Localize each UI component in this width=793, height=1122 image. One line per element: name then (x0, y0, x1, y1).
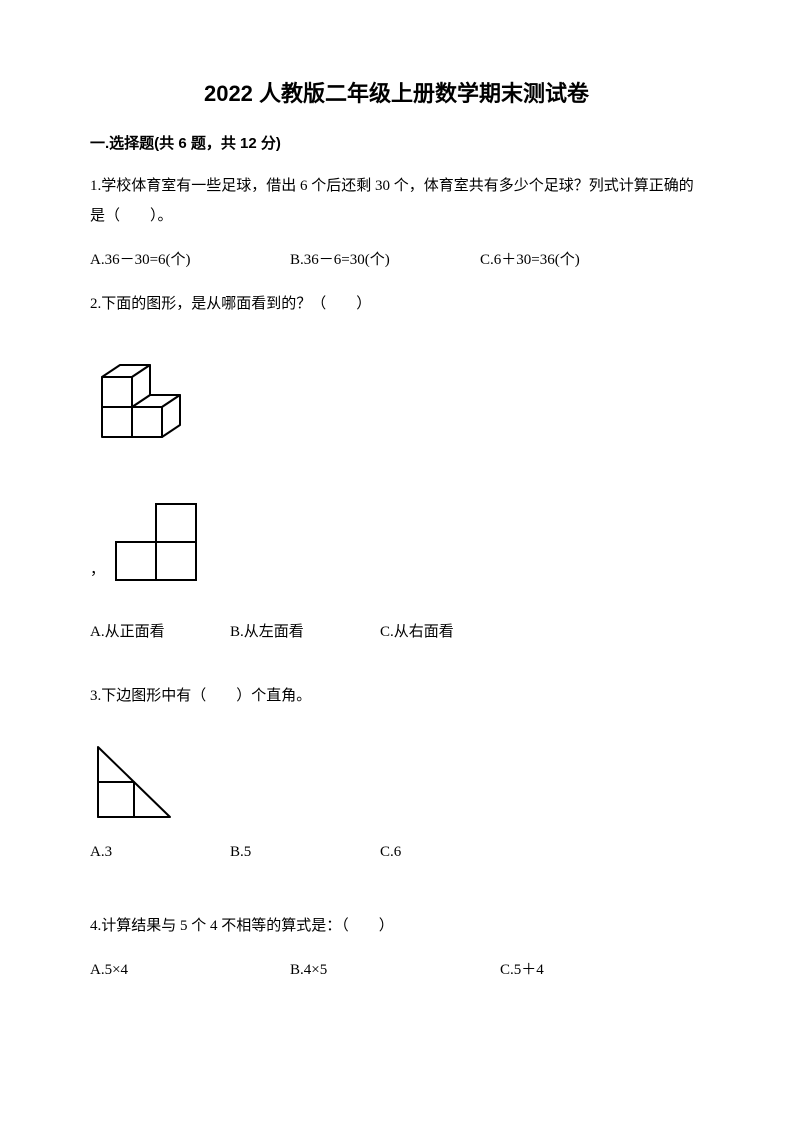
question-1-options: A.36－30=6(个) B.36－6=30(个) C.6＋30=36(个) (90, 245, 703, 275)
q2-option-a: A.从正面看 (90, 617, 230, 647)
question-2-text: 2.下面的图形，是从哪面看到的？（ ） (90, 289, 703, 319)
question-3-text: 3.下边图形中有（ ）个直角。 (90, 681, 703, 711)
section-1-header: 一.选择题(共 6 题，共 12 分) (90, 132, 703, 153)
q4-option-b: B.4×5 (290, 955, 500, 985)
q3-option-b: B.5 (230, 837, 380, 867)
page-title: 2022 人教版二年级上册数学期末测试卷 (90, 76, 703, 108)
question-4-options: A.5×4 B.4×5 C.5＋4 (90, 955, 703, 985)
q4-option-a: A.5×4 (90, 955, 290, 985)
q3-option-a: A.3 (90, 837, 230, 867)
question-1-text: 1.学校体育室有一些足球，借出 6 个后还剩 30 个，体育室共有多少个足球？列… (90, 171, 703, 231)
q4-option-c: C.5＋4 (500, 955, 620, 985)
q1-option-b: B.36－6=30(个) (290, 245, 480, 275)
q2-option-c: C.从右面看 (380, 617, 510, 647)
q3-option-c: C.6 (380, 837, 510, 867)
q2-comma: ， (90, 558, 105, 579)
q3-figure (90, 741, 703, 823)
question-2-options: A.从正面看 B.从左面看 C.从右面看 (90, 617, 703, 647)
q1-option-a: A.36－30=6(个) (90, 245, 290, 275)
q2-option-b: B.从左面看 (230, 617, 380, 647)
question-3-options: A.3 B.5 C.6 (90, 837, 703, 867)
q2-figure-2d: ， (90, 499, 703, 583)
q1-option-c: C.6＋30=36(个) (480, 245, 640, 275)
q2-figure-3d (90, 349, 703, 459)
question-4-text: 4.计算结果与 5 个 4 不相等的算式是：（ ） (90, 911, 703, 941)
